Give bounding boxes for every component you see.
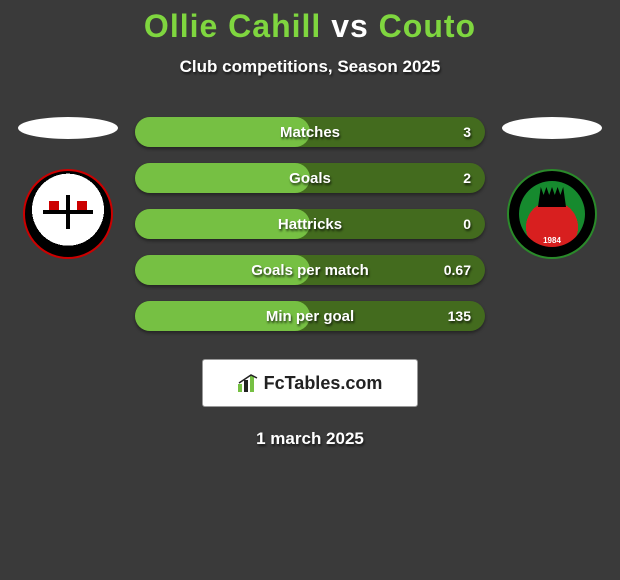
stat-row: Goals 2 <box>135 163 485 193</box>
player2-marker-ellipse <box>502 117 602 139</box>
date-text: 1 march 2025 <box>0 429 620 449</box>
stat-label: Hattricks <box>278 216 342 233</box>
stats-list: Matches 3 Goals 2 Hattricks 0 Goals per match 0… <box>135 117 485 347</box>
logo-box[interactable]: FcTables.com <box>202 359 418 407</box>
content-row: Matches 3 Goals 2 Hattricks 0 Goals per match 0… <box>0 117 620 347</box>
stat-row: Hattricks 0 <box>135 209 485 239</box>
stat-label: Min per goal <box>266 308 354 325</box>
vs-text: vs <box>331 8 369 44</box>
club-crest-bohemian <box>23 169 113 259</box>
page-title: Ollie Cahill vs Couto <box>0 8 620 45</box>
comparison-card: Ollie Cahill vs Couto Club competitions,… <box>0 0 620 449</box>
stat-row: Min per goal 135 <box>135 301 485 331</box>
stat-value: 0.67 <box>444 262 471 278</box>
stat-value: 2 <box>463 170 471 186</box>
right-side <box>497 117 607 259</box>
stat-row: Goals per match 0.67 <box>135 255 485 285</box>
stat-fill <box>135 163 310 193</box>
stat-label: Matches <box>280 124 340 141</box>
bars-icon <box>238 374 260 392</box>
stat-row: Matches 3 <box>135 117 485 147</box>
stat-value: 135 <box>448 308 471 324</box>
logo-text: FcTables.com <box>264 373 383 394</box>
fctables-logo: FcTables.com <box>238 373 383 394</box>
player1-marker-ellipse <box>18 117 118 139</box>
subtitle: Club competitions, Season 2025 <box>0 57 620 77</box>
player1-name: Ollie Cahill <box>144 8 321 44</box>
player2-name: Couto <box>379 8 476 44</box>
stat-value: 3 <box>463 124 471 140</box>
stat-value: 0 <box>463 216 471 232</box>
crest-inner <box>519 181 585 247</box>
stat-label: Goals <box>289 170 331 187</box>
stat-label: Goals per match <box>251 262 369 279</box>
left-side <box>13 117 123 259</box>
club-crest-cork-city <box>507 169 597 259</box>
